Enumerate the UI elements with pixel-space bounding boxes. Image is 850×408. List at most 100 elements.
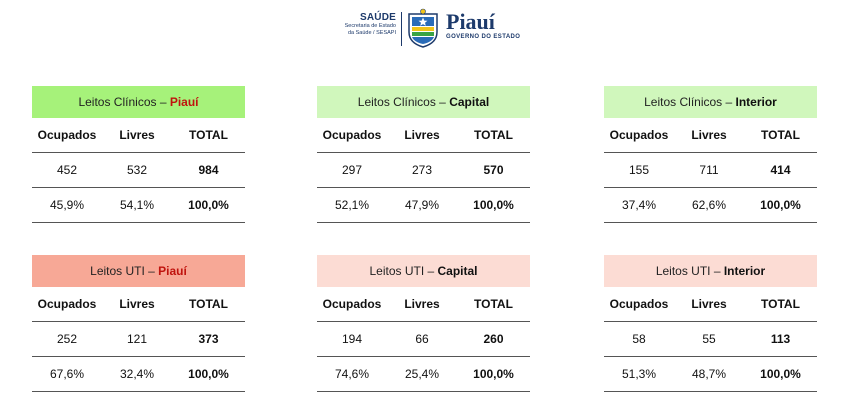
- header-ocupados: Ocupados: [37, 128, 97, 142]
- brand-subtitle: GOVERNO DO ESTADO: [446, 34, 521, 40]
- counts-row: 297 273 570: [317, 153, 530, 188]
- percent-ocupados: 52,1%: [334, 198, 370, 212]
- counts-row: 452 532 984: [32, 153, 245, 188]
- brand-logo: Piauí GOVERNO DO ESTADO: [446, 10, 520, 41]
- percent-row: 74,6% 25,4% 100,0%: [317, 357, 530, 392]
- percent-row: 37,4% 62,6% 100,0%: [604, 188, 817, 223]
- percent-livres: 54,1%: [119, 198, 155, 212]
- header-ocupados: Ocupados: [609, 297, 669, 311]
- table-title-prefix: Leitos UTI –: [369, 264, 438, 278]
- header-total: TOTAL: [761, 297, 800, 311]
- saude-subtitle-1: Secretaria de Estado: [344, 23, 396, 29]
- percent-row: 51,3% 48,7% 100,0%: [604, 357, 817, 392]
- percent-total: 100,0%: [188, 198, 229, 212]
- counts-row: 194 66 260: [317, 322, 530, 357]
- percent-livres: 62,6%: [691, 198, 727, 212]
- table-title-prefix: Leitos Clínicos –: [644, 95, 736, 109]
- percent-total: 100,0%: [473, 198, 514, 212]
- table-title: Leitos UTI – Piauí: [32, 255, 245, 287]
- page-header: SAÚDE Secretaria de Estado da Saúde / SE…: [0, 0, 850, 56]
- table-header-row: Ocupados Livres TOTAL: [32, 287, 245, 322]
- table-header-row: Ocupados Livres TOTAL: [317, 118, 530, 153]
- counts-row: 58 55 113: [604, 322, 817, 357]
- state-coat-of-arms-icon: [408, 8, 438, 48]
- table-leitos-uti-interior: Leitos UTI – Interior Ocupados Livres TO…: [604, 255, 817, 392]
- count-ocupados: 252: [56, 332, 78, 346]
- percent-livres: 48,7%: [691, 367, 727, 381]
- count-ocupados: 297: [341, 163, 363, 177]
- count-total: 570: [483, 163, 504, 177]
- header-livres: Livres: [691, 297, 727, 311]
- table-title-region: Interior: [735, 95, 777, 109]
- header-total: TOTAL: [474, 297, 513, 311]
- logo-divider: [401, 12, 402, 46]
- table-header-row: Ocupados Livres TOTAL: [604, 118, 817, 153]
- percent-ocupados: 37,4%: [621, 198, 657, 212]
- percent-livres: 47,9%: [404, 198, 440, 212]
- table-title-prefix: Leitos Clínicos –: [78, 95, 170, 109]
- table-header-row: Ocupados Livres TOTAL: [604, 287, 817, 322]
- percent-total: 100,0%: [188, 367, 229, 381]
- table-title: Leitos Clínicos – Interior: [604, 86, 817, 118]
- table-title: Leitos Clínicos – Capital: [317, 86, 530, 118]
- table-title-region: Piauí: [169, 95, 199, 109]
- header-total: TOTAL: [189, 128, 228, 142]
- count-livres: 55: [702, 332, 716, 346]
- count-ocupados: 58: [632, 332, 646, 346]
- header-livres: Livres: [119, 297, 155, 311]
- table-title-region: Capital: [449, 95, 490, 109]
- count-total: 414: [770, 163, 791, 177]
- count-total: 260: [483, 332, 504, 346]
- percent-row: 45,9% 54,1% 100,0%: [32, 188, 245, 223]
- table-leitos-clinicos-interior: Leitos Clínicos – Interior Ocupados Livr…: [604, 86, 817, 223]
- saude-logo: SAÚDE Secretaria de Estado da Saúde / SE…: [326, 12, 396, 36]
- table-title: Leitos Clínicos – Piauí: [32, 86, 245, 118]
- percent-ocupados: 45,9%: [49, 198, 85, 212]
- count-ocupados: 155: [628, 163, 650, 177]
- table-leitos-uti-capital: Leitos UTI – Capital Ocupados Livres TOT…: [317, 255, 530, 392]
- counts-row: 252 121 373: [32, 322, 245, 357]
- table-title: Leitos UTI – Capital: [317, 255, 530, 287]
- header-ocupados: Ocupados: [609, 128, 669, 142]
- count-livres: 121: [126, 332, 148, 346]
- saude-subtitle-2: da Saúde / SESAPI: [347, 29, 396, 36]
- percent-livres: 25,4%: [404, 367, 440, 381]
- percent-row: 67,6% 32,4% 100,0%: [32, 357, 245, 392]
- percent-ocupados: 67,6%: [49, 367, 85, 381]
- count-total: 984: [198, 163, 219, 177]
- count-ocupados: 194: [341, 332, 363, 346]
- table-leitos-clinicos-capital: Leitos Clínicos – Capital Ocupados Livre…: [317, 86, 530, 223]
- table-title-prefix: Leitos UTI –: [655, 264, 724, 278]
- percent-row: 52,1% 47,9% 100,0%: [317, 188, 530, 223]
- percent-total: 100,0%: [473, 367, 514, 381]
- percent-ocupados: 51,3%: [621, 367, 657, 381]
- header-livres: Livres: [404, 128, 440, 142]
- header-livres: Livres: [119, 128, 155, 142]
- count-livres: 711: [699, 163, 719, 177]
- count-livres: 532: [126, 163, 148, 177]
- percent-total: 100,0%: [760, 367, 801, 381]
- table-title: Leitos UTI – Interior: [604, 255, 817, 287]
- header-livres: Livres: [404, 297, 440, 311]
- count-total: 373: [198, 332, 219, 346]
- table-leitos-clinicos-piaui: Leitos Clínicos – Piauí Ocupados Livres …: [32, 86, 245, 223]
- header-total: TOTAL: [189, 297, 228, 311]
- counts-row: 155 711 414: [604, 153, 817, 188]
- table-title-region: Piauí: [158, 264, 187, 278]
- count-livres: 66: [415, 332, 429, 346]
- table-title-prefix: Leitos Clínicos –: [357, 95, 450, 109]
- brand-name: Piauí: [446, 9, 495, 34]
- header-total: TOTAL: [474, 128, 513, 142]
- header-total: TOTAL: [761, 128, 800, 142]
- percent-ocupados: 74,6%: [334, 367, 370, 381]
- table-title-region: Capital: [437, 264, 478, 278]
- table-title-prefix: Leitos UTI –: [90, 264, 159, 278]
- count-livres: 273: [411, 163, 433, 177]
- percent-total: 100,0%: [760, 198, 801, 212]
- count-ocupados: 452: [56, 163, 78, 177]
- header-ocupados: Ocupados: [322, 297, 382, 311]
- header-ocupados: Ocupados: [37, 297, 97, 311]
- percent-livres: 32,4%: [119, 367, 155, 381]
- count-total: 113: [770, 332, 791, 346]
- table-header-row: Ocupados Livres TOTAL: [317, 287, 530, 322]
